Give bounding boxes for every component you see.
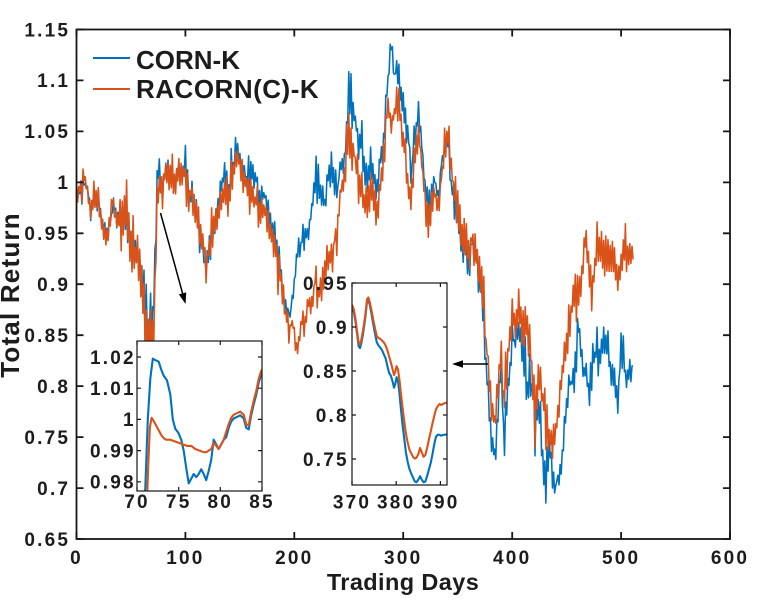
svg-text:400: 400 — [493, 548, 531, 569]
svg-text:1.01: 1.01 — [90, 379, 136, 400]
svg-text:Total Return: Total Return — [0, 212, 25, 378]
svg-text:0.98: 0.98 — [90, 473, 136, 494]
svg-text:1.15: 1.15 — [24, 20, 70, 41]
svg-text:380: 380 — [377, 493, 415, 514]
svg-text:0.7: 0.7 — [37, 479, 70, 500]
svg-text:0.99: 0.99 — [90, 441, 136, 462]
svg-text:1: 1 — [123, 410, 136, 431]
svg-text:0.65: 0.65 — [24, 530, 70, 551]
svg-text:0.9: 0.9 — [37, 275, 70, 296]
svg-text:1: 1 — [57, 173, 70, 194]
svg-text:0.85: 0.85 — [303, 362, 349, 383]
svg-text:Trading Days: Trading Days — [327, 569, 479, 595]
svg-text:70: 70 — [124, 492, 150, 513]
svg-text:0.9: 0.9 — [316, 318, 349, 339]
svg-text:0.85: 0.85 — [24, 326, 70, 347]
svg-text:1.02: 1.02 — [90, 348, 136, 369]
svg-text:300: 300 — [384, 548, 422, 569]
svg-text:1.1: 1.1 — [37, 71, 70, 92]
svg-text:80: 80 — [208, 492, 234, 513]
svg-text:0.8: 0.8 — [316, 406, 349, 427]
svg-text:CORN-K: CORN-K — [136, 45, 240, 75]
svg-text:370: 370 — [333, 493, 371, 514]
svg-text:500: 500 — [602, 548, 640, 569]
svg-text:85: 85 — [249, 492, 275, 513]
svg-text:200: 200 — [275, 548, 313, 569]
svg-text:600: 600 — [711, 548, 749, 569]
svg-text:RACORN(C)-K: RACORN(C)-K — [136, 74, 319, 104]
svg-text:0.95: 0.95 — [303, 274, 349, 295]
svg-text:100: 100 — [166, 548, 204, 569]
svg-text:1.05: 1.05 — [24, 122, 70, 143]
svg-text:0.8: 0.8 — [37, 377, 70, 398]
svg-text:0.75: 0.75 — [303, 450, 349, 471]
svg-text:0.75: 0.75 — [24, 428, 70, 449]
svg-text:0: 0 — [70, 548, 83, 569]
svg-text:75: 75 — [166, 492, 192, 513]
svg-text:390: 390 — [421, 493, 459, 514]
svg-text:0.95: 0.95 — [24, 224, 70, 245]
